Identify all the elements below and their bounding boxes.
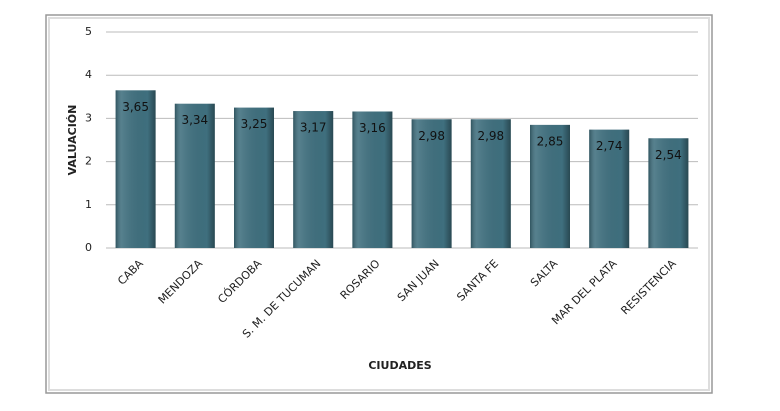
y-tick-label: 2 xyxy=(85,155,92,168)
bar-shade xyxy=(293,111,334,248)
y-tick-label: 4 xyxy=(85,68,92,81)
y-axis-label: VALUACIÓN xyxy=(66,105,79,176)
value-label: 2,98 xyxy=(418,129,445,143)
bar-shade xyxy=(648,138,689,248)
value-label: 3,17 xyxy=(300,121,327,135)
bar-shade xyxy=(589,129,630,248)
value-label: 2,74 xyxy=(596,139,623,153)
value-label: 3,16 xyxy=(359,121,386,135)
value-label: 2,54 xyxy=(655,148,682,162)
value-label: 3,34 xyxy=(181,113,208,127)
frame-inner xyxy=(48,17,710,391)
y-tick-label: 5 xyxy=(85,25,92,38)
value-label: 3,65 xyxy=(122,100,149,114)
x-axis-label: CIUDADES xyxy=(368,359,431,372)
bar-shade xyxy=(530,124,570,248)
bar-shade xyxy=(352,111,393,248)
bar-shade xyxy=(174,103,215,248)
bar-shade xyxy=(470,119,511,248)
value-label: 2,85 xyxy=(537,134,564,148)
bar-shade xyxy=(234,107,274,248)
y-tick-label: 0 xyxy=(85,241,92,254)
bar-shade xyxy=(115,90,156,248)
y-tick-label: 1 xyxy=(85,198,92,211)
value-label: 2,98 xyxy=(477,129,504,143)
y-tick-label: 3 xyxy=(85,111,92,124)
bar-shade xyxy=(411,119,452,248)
value-label: 3,25 xyxy=(241,117,268,131)
